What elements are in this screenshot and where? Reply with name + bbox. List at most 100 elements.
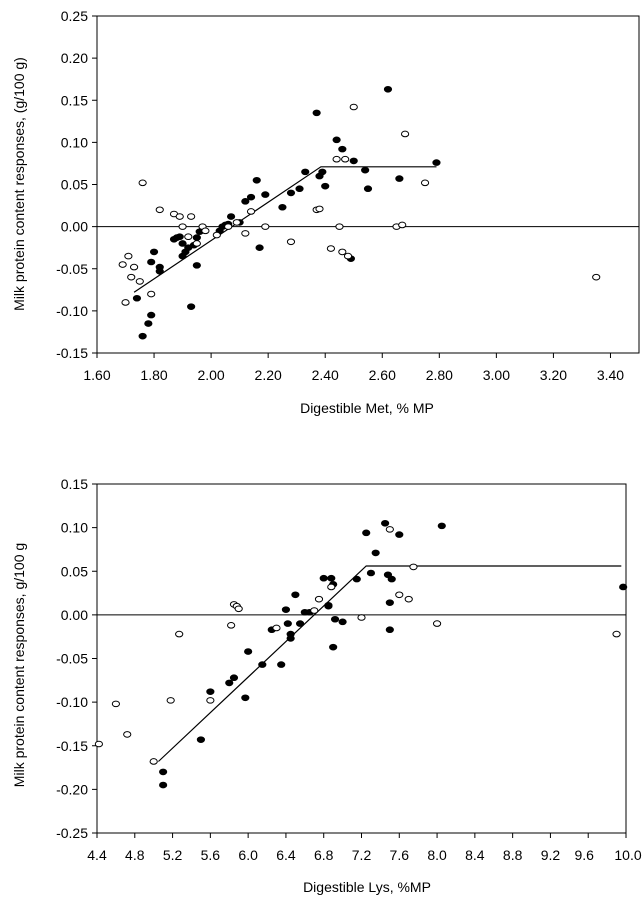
- data-point-open: [332, 155, 341, 163]
- data-point-open: [155, 206, 164, 214]
- x-tick-label: 2.40: [312, 367, 339, 383]
- data-point-filled: [371, 549, 380, 557]
- data-point-open: [187, 213, 196, 220]
- data-point-filled: [338, 618, 347, 626]
- data-point-filled: [349, 157, 358, 165]
- fit-line: [157, 565, 622, 762]
- data-point-open: [241, 230, 250, 237]
- data-point-filled: [225, 679, 234, 687]
- data-point-open: [409, 563, 418, 571]
- data-point-filled: [312, 109, 321, 117]
- data-point-filled: [147, 258, 156, 266]
- data-point-filled: [138, 332, 147, 340]
- y-tick-label: -0.20: [56, 781, 88, 797]
- data-point-filled: [319, 574, 328, 582]
- y-tick-label: -0.05: [56, 261, 88, 277]
- x-tick-label: 3.00: [483, 367, 510, 383]
- data-point-filled: [147, 311, 156, 319]
- data-point-open: [234, 605, 243, 613]
- data-point-filled: [281, 606, 291, 613]
- data-point-open: [135, 278, 144, 285]
- x-tick-label: 7.2: [352, 847, 372, 863]
- x-tick-label: 2.60: [369, 367, 396, 383]
- data-point-open: [385, 526, 394, 533]
- data-point-filled: [187, 303, 196, 310]
- x-tick-label: 8.0: [427, 847, 447, 863]
- data-point-filled: [229, 674, 239, 681]
- data-point-open: [201, 227, 210, 235]
- data-point-open: [123, 731, 132, 738]
- x-tick-label: 8.8: [503, 847, 523, 863]
- data-point-open: [420, 179, 430, 187]
- data-point-open: [314, 595, 324, 603]
- x-tick-label: 6.0: [238, 847, 258, 863]
- data-point-filled: [192, 234, 201, 241]
- chart-digestible-met: Milk protein content responses, (g/100 g…: [11, 8, 640, 416]
- data-point-filled: [278, 203, 287, 211]
- data-point-open: [232, 219, 241, 226]
- data-point-open: [400, 130, 410, 138]
- data-point-open: [175, 213, 184, 220]
- data-point-filled: [192, 262, 201, 269]
- data-point-filled: [255, 244, 264, 251]
- data-point-open: [121, 299, 130, 306]
- data-point-filled: [159, 781, 168, 789]
- x-tick-label: 9.6: [574, 847, 594, 863]
- data-point-filled: [283, 620, 292, 627]
- data-point-filled: [330, 615, 340, 623]
- data-point-filled: [338, 145, 347, 153]
- data-point-open: [124, 252, 133, 260]
- data-point-filled: [329, 643, 338, 651]
- data-point-open: [178, 223, 187, 230]
- data-point-open: [357, 614, 366, 621]
- data-point-filled: [244, 648, 253, 655]
- data-point-open: [404, 595, 413, 603]
- x-tick-label: 2.80: [426, 367, 453, 383]
- data-point-filled: [324, 602, 333, 610]
- y-tick-label: 0.05: [61, 177, 88, 193]
- data-point-open: [94, 740, 103, 748]
- y-tick-label: -0.25: [56, 825, 88, 841]
- data-point-filled: [149, 248, 159, 256]
- data-point-filled: [395, 531, 404, 538]
- data-point-open: [335, 223, 344, 230]
- data-point-filled: [332, 136, 341, 144]
- x-tick-label: 1.80: [140, 367, 167, 383]
- data-point-filled: [277, 661, 286, 668]
- x-tick-label: 5.2: [163, 847, 183, 863]
- data-point-filled: [619, 583, 628, 591]
- data-point-filled: [295, 620, 305, 627]
- y-tick-label: -0.10: [56, 694, 88, 710]
- data-point-open: [212, 231, 221, 239]
- y-axis-label: Milk protein content responses, (g/100 g…: [11, 57, 27, 311]
- data-point-filled: [286, 189, 296, 197]
- data-point-filled: [175, 233, 184, 241]
- data-point-open: [192, 240, 201, 247]
- data-point-filled: [432, 159, 441, 166]
- data-point-open: [398, 221, 407, 229]
- y-tick-label: -0.15: [56, 738, 88, 754]
- data-point-filled: [291, 591, 300, 599]
- data-point-filled: [178, 240, 187, 247]
- x-tick-label: 2.20: [255, 367, 282, 383]
- data-point-filled: [159, 768, 168, 776]
- y-tick-label: -0.05: [56, 651, 88, 667]
- data-point-filled: [327, 574, 336, 582]
- data-point-open: [326, 245, 336, 252]
- data-point-filled: [385, 626, 394, 634]
- data-point-filled: [363, 185, 373, 193]
- x-tick-label: 3.40: [597, 367, 624, 383]
- data-point-filled: [226, 213, 236, 220]
- data-point-filled: [321, 182, 330, 190]
- data-point-open: [129, 263, 139, 271]
- data-point-filled: [361, 166, 370, 174]
- y-tick-label: 0.15: [61, 92, 88, 108]
- data-point-open: [138, 179, 147, 187]
- data-point-open: [147, 290, 156, 298]
- data-point-open: [341, 155, 350, 163]
- data-point-open: [118, 261, 127, 268]
- x-tick-label: 10.0: [614, 847, 641, 863]
- data-point-open: [246, 208, 256, 215]
- data-point-open: [224, 223, 233, 230]
